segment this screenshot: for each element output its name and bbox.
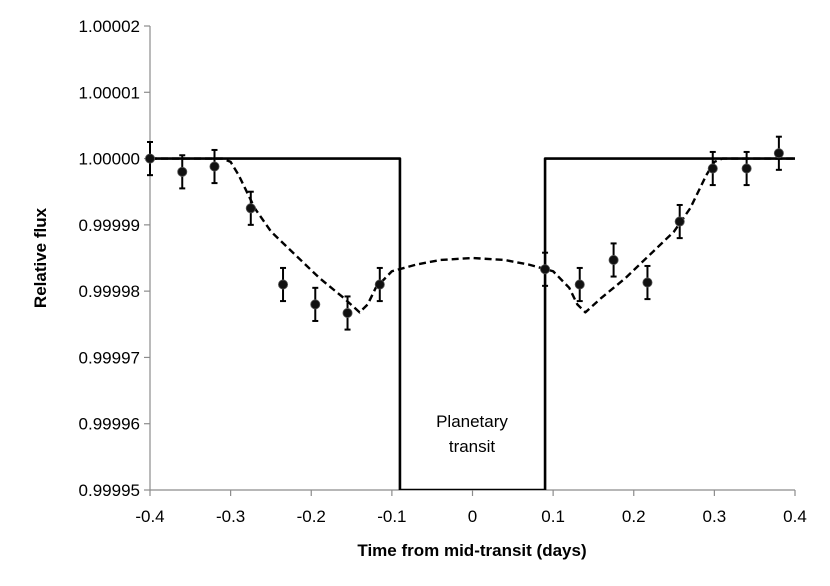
transit-annotation-line-1: Planetary xyxy=(436,412,508,431)
data-marker xyxy=(574,279,585,290)
data-marker xyxy=(209,161,220,172)
data-point xyxy=(278,266,289,303)
data-point xyxy=(342,295,353,331)
data-point xyxy=(707,150,718,187)
transit-solid-line xyxy=(150,157,795,490)
data-marker xyxy=(642,277,653,288)
data-point xyxy=(177,154,188,190)
data-marker xyxy=(144,153,155,164)
y-tick-label: 1.00000 xyxy=(79,150,140,169)
y-tick-label: 0.99998 xyxy=(79,282,140,301)
y-tick-label: 0.99999 xyxy=(79,216,140,235)
x-tick-label: 0 xyxy=(468,507,477,526)
x-tick-label: 0.4 xyxy=(783,507,807,526)
x-tick-label: -0.4 xyxy=(135,507,164,526)
plot-area xyxy=(144,135,795,490)
data-point xyxy=(642,264,653,301)
y-tick-label: 1.00002 xyxy=(79,17,140,36)
x-tick-label: -0.3 xyxy=(216,507,245,526)
data-marker xyxy=(707,163,718,174)
data-marker xyxy=(278,279,289,290)
x-tick-label: 0.2 xyxy=(622,507,646,526)
y-tick-label: 0.99996 xyxy=(79,415,140,434)
x-ticks: -0.4 -0.3 -0.2 -0.1 0 0.1 0.2 0.3 0.4 xyxy=(135,490,807,526)
data-point xyxy=(741,150,752,187)
data-point xyxy=(374,266,385,303)
model-dashed-line xyxy=(150,157,795,314)
data-marker xyxy=(674,216,685,227)
data-point xyxy=(574,266,585,303)
data-marker xyxy=(540,264,551,275)
y-ticks: 0.99995 0.99996 0.99997 0.99998 0.99999 1.000… xyxy=(79,17,150,500)
data-marker xyxy=(245,203,256,214)
data-marker xyxy=(310,299,321,310)
x-tick-label: -0.1 xyxy=(377,507,406,526)
data-point xyxy=(209,148,220,185)
data-marker xyxy=(741,163,752,174)
axes: 0.99995 0.99996 0.99997 0.99998 0.99999 1.000… xyxy=(79,17,807,526)
transit-annotation-line-2: transit xyxy=(449,437,496,456)
data-point xyxy=(144,141,155,177)
data-point xyxy=(540,251,551,287)
y-tick-label: 1.00001 xyxy=(79,83,140,102)
data-point xyxy=(773,135,784,171)
y-tick-label: 0.99995 xyxy=(79,481,140,500)
data-marker xyxy=(773,148,784,159)
data-marker xyxy=(608,254,619,265)
series-lines xyxy=(150,157,795,490)
x-axis-title: Time from mid-transit (days) xyxy=(357,541,586,560)
data-marker xyxy=(342,308,353,319)
data-marker xyxy=(374,279,385,290)
data-point xyxy=(674,203,685,240)
y-tick-label: 0.99997 xyxy=(79,348,140,367)
data-points xyxy=(144,135,784,331)
data-point xyxy=(310,286,321,322)
x-tick-label: -0.2 xyxy=(297,507,326,526)
y-axis-title: Relative flux xyxy=(31,207,50,308)
data-marker xyxy=(177,166,188,177)
x-tick-label: 0.3 xyxy=(703,507,727,526)
data-point xyxy=(245,190,256,226)
data-point xyxy=(608,242,619,278)
x-tick-label: 0.1 xyxy=(541,507,565,526)
